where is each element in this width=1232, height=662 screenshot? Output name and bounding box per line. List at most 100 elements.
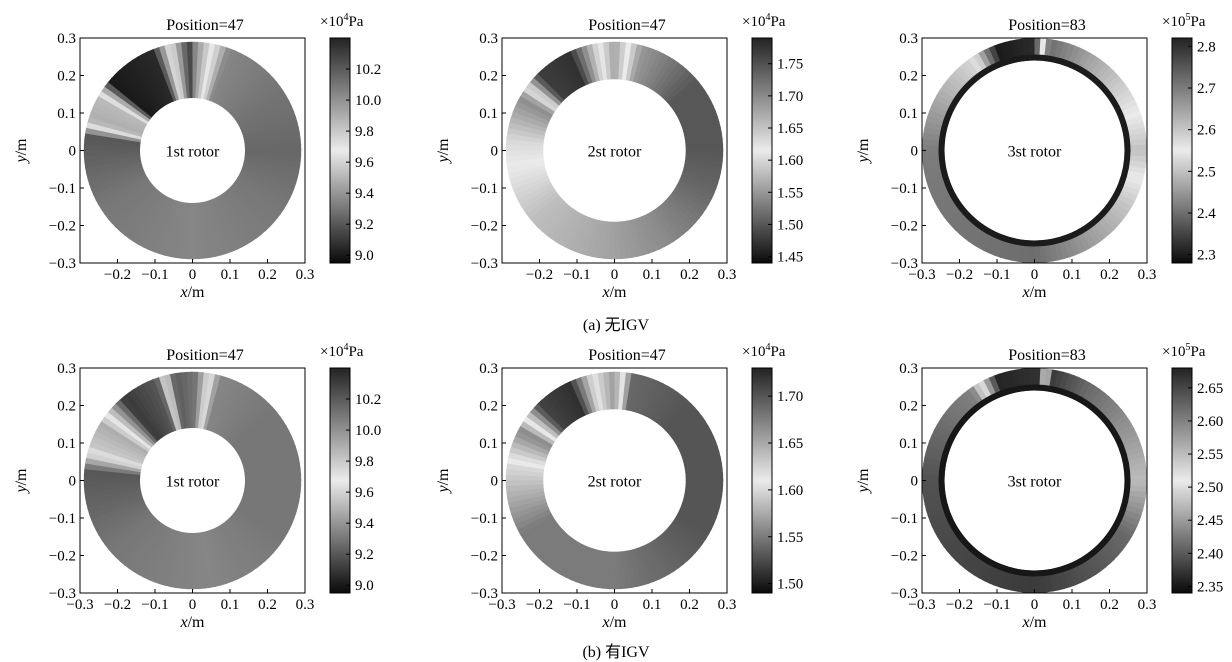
annulus-cell: [90, 499, 145, 526]
colorbar-tick-label: 1.45: [777, 250, 803, 266]
annulus-cell: [164, 531, 183, 588]
annulus-cell: [650, 539, 675, 575]
annulus-cell: [676, 512, 712, 535]
annulus-cell: [142, 381, 172, 434]
annulus-cell: [652, 388, 679, 423]
annulus-cell: [100, 86, 151, 123]
annulus-cell: [213, 527, 243, 580]
annulus-cell: [673, 420, 709, 445]
annulus-cell: [624, 372, 638, 411]
annulus-cell: [520, 186, 556, 211]
annulus-cell: [89, 496, 144, 521]
y-axis-label: y/m: [435, 468, 452, 495]
annulus-cell: [659, 532, 689, 566]
annulus-cell: [169, 531, 185, 589]
annulus-cell: [143, 197, 172, 251]
x-tick-label: 0.2: [680, 267, 699, 283]
colorbar-tick-label: 9.8: [355, 124, 374, 140]
y-tick-label: 0.1: [479, 106, 498, 122]
x-tick-label: 0.2: [258, 267, 277, 283]
annulus-cell: [168, 43, 185, 100]
y-tick-label: 0: [491, 474, 499, 490]
annulus-cell: [653, 537, 680, 572]
annulus-cell: [197, 372, 210, 429]
annulus-cell: [225, 519, 267, 566]
x-tick-label: 0.2: [1100, 597, 1119, 613]
inner-boundary-layer: [938, 384, 1131, 577]
annulus-cell: [664, 72, 696, 103]
annulus-cell: [564, 51, 586, 88]
annulus-cell: [132, 56, 167, 107]
annulus-cell: [509, 498, 547, 516]
annulus-cell: [92, 101, 146, 130]
annulus-cell: [97, 91, 149, 125]
annulus-cell: [240, 498, 295, 525]
annulus-cell: [213, 380, 242, 434]
annulus-cell: [646, 541, 670, 578]
rotor-label: 1st rotor: [166, 474, 220, 491]
annulus-cell: [684, 132, 723, 144]
annulus-cell: [559, 53, 583, 90]
y-tick-label: 0.1: [57, 436, 76, 452]
annulus-cell: [533, 198, 565, 229]
annulus-cell: [87, 164, 143, 186]
annulus-cell: [579, 45, 597, 83]
annulus-cell: [506, 487, 545, 499]
annulus-cell: [152, 47, 177, 102]
annulus-cell: [103, 412, 152, 451]
annulus-cell: [602, 371, 611, 410]
colorbar-tick-label: 2.50: [1197, 480, 1223, 496]
annulus-cell: [506, 457, 545, 471]
annulus-cell: [87, 446, 143, 468]
annulus-cell: [153, 529, 177, 585]
colorbar-unit: ×105Pa: [1162, 342, 1206, 360]
annulus-cell: [118, 395, 160, 442]
annulus-cell: [677, 100, 714, 122]
annulus-cell: [119, 519, 160, 566]
x-tick-label: 0.1: [643, 267, 662, 283]
annulus-cell: [684, 157, 723, 168]
annulus-cell: [148, 198, 175, 253]
x-tick-label: −0.1: [563, 597, 590, 613]
annulus-cell: [127, 389, 164, 439]
annulus-cell: [523, 189, 558, 216]
colorbar-tick-label: 1.50: [777, 217, 803, 233]
x-tick-label: −0.3: [488, 597, 515, 613]
colorbar-tick-label: 1.55: [777, 530, 803, 546]
annulus-cell: [636, 216, 655, 254]
y-tick-label: 0: [69, 144, 77, 160]
x-tick-label: 0: [611, 267, 619, 283]
colorbar-unit: ×104Pa: [742, 12, 786, 30]
annulus-cell: [517, 512, 554, 536]
annulus-cell: [519, 91, 555, 116]
colorbar: [751, 37, 773, 264]
colorbar: [1171, 37, 1193, 264]
y-tick-label: 0.3: [479, 361, 498, 377]
annulus-cell: [525, 412, 560, 440]
annulus-cell: [243, 488, 301, 504]
annulus-cell: [640, 545, 660, 583]
annulus-cell: [575, 547, 594, 585]
annulus-cell: [669, 81, 703, 109]
annulus-cell: [223, 190, 262, 239]
annulus-cell: [632, 375, 649, 413]
colorbar-tick-label: 2.3: [1197, 248, 1216, 264]
y-tick-label: 0: [911, 144, 919, 160]
annulus-cell: [621, 372, 632, 411]
annulus-cell: [554, 56, 579, 92]
y-tick-label: 0: [69, 474, 77, 490]
annulus-cell: [683, 121, 721, 136]
annulus-cell: [138, 195, 170, 248]
annulus-cell: [666, 76, 700, 106]
annulus-cell: [90, 169, 145, 196]
y-tick-label: −0.3: [49, 256, 76, 272]
annulus-cell: [671, 85, 706, 112]
annulus-cell: [580, 548, 597, 586]
annulus-cell: [664, 527, 697, 558]
annulus-cell: [585, 44, 600, 82]
annulus-cell: [652, 58, 679, 93]
annulus-cell: [243, 160, 300, 179]
y-axis-label: y/m: [435, 138, 452, 165]
caption-row-a: (a) 无IGV: [582, 317, 650, 334]
x-tick-label: −0.2: [946, 597, 973, 613]
